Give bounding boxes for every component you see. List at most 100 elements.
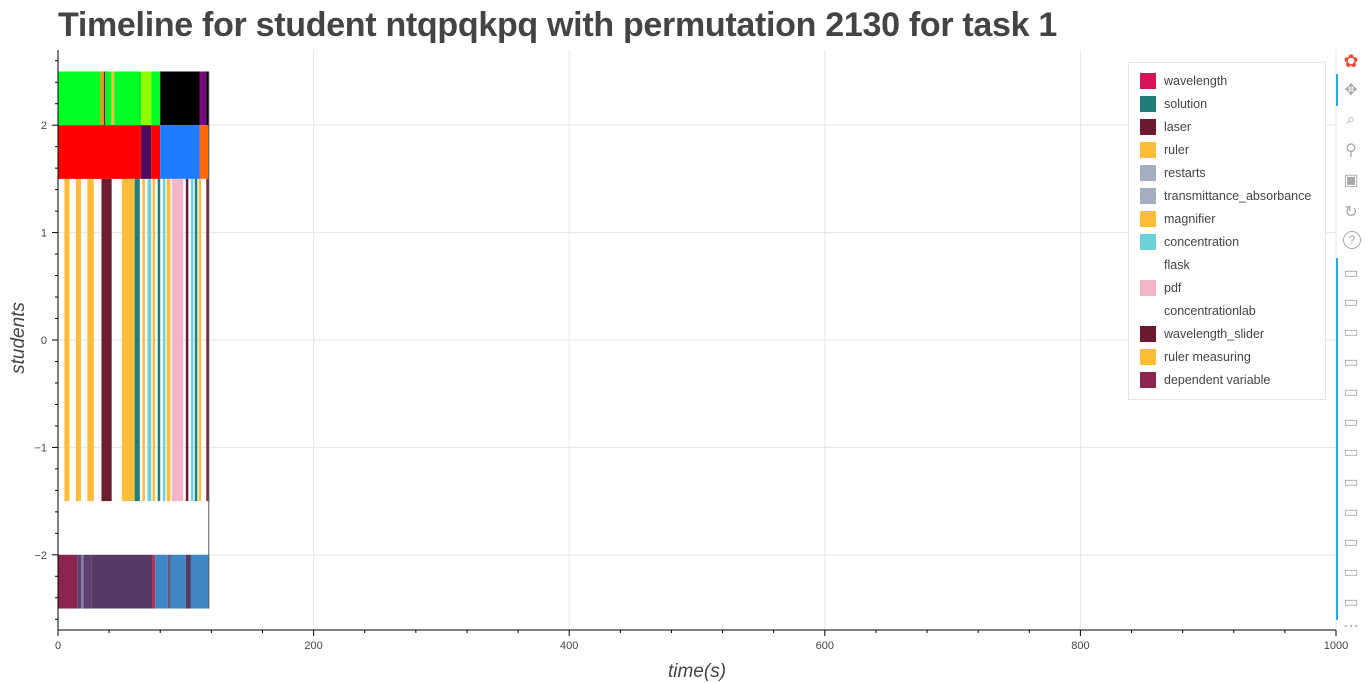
legend: wavelength solution laser ruler restarts tran… [1128,62,1326,400]
legend-label: concentration [1164,235,1240,249]
legend-item[interactable]: wavelength [1140,71,1227,91]
timeline-segment-r0-s5[interactable] [114,71,142,126]
timeline-segment-r2-s8[interactable] [152,178,156,502]
legend-item[interactable]: transmittance_absorbance [1140,186,1311,206]
hover-icon-4[interactable]: ▭ [1343,354,1359,371]
timeline-segment-r0-s0[interactable] [58,71,101,126]
timeline-segment-r2-s0[interactable] [64,178,70,502]
legend-label: laser [1164,120,1192,134]
hover-icon-2[interactable]: ▭ [1343,294,1359,311]
pan-icon[interactable]: ✥ [1344,82,1358,99]
legend-label: wavelength_slider [1164,327,1265,341]
y-tick-label-4: −2 [34,550,47,562]
help-icon[interactable]: ? [1343,231,1361,249]
hover-icon-10[interactable]: ▭ [1343,534,1359,551]
legend-swatch [1140,211,1156,227]
legend-item[interactable]: restarts [1140,163,1206,183]
timeline-segment-r2-s15[interactable] [194,178,198,502]
bokeh-logo-icon[interactable]: ✿ [1343,50,1359,71]
timeline-segment-r0-s10[interactable] [206,71,209,126]
legend-item[interactable]: dependent variable [1140,370,1270,390]
timeline-segment-r3-s8[interactable] [170,554,186,609]
timeline-segment-r2-s9[interactable] [157,178,161,502]
timeline-segment-r3-s4[interactable] [91,554,153,609]
timeline-segment-r3-s9[interactable] [185,554,191,609]
legend-label: solution [1164,97,1208,111]
timeline-segment-r2-s4[interactable] [121,178,135,502]
x-tick-label-1: 200 [304,640,322,652]
legend-item[interactable]: solution [1140,94,1207,114]
timeline-segment-r2-s17[interactable] [206,178,209,502]
timeline-segment-r3-s2[interactable] [81,554,84,609]
timeline-segment-r0-s2[interactable] [104,71,106,126]
y-tick-label-2: 0 [41,335,47,347]
hover-icon-9[interactable]: ▭ [1343,504,1359,521]
legend-swatch [1140,349,1156,365]
toolbar: ✿ ✥ ⌕ ⚲ ▣ ↻? ▭ ▭ ▭ ▭ ▭ ▭ ▭ ▭ ▭ ▭ ▭ ▭ ⋯ [1336,48,1366,638]
hover-icon-8[interactable]: ▭ [1343,474,1359,491]
timeline-segment-r1-s2[interactable] [151,125,161,179]
hover-icon-1[interactable]: ▭ [1343,265,1359,282]
legend-swatch [1140,280,1156,296]
legend-item[interactable]: pdf [1140,278,1181,298]
timeline-segment-r2-s3[interactable] [101,178,112,502]
timeline-segment-r2-s11[interactable] [166,178,171,502]
timeline-segment-r3-s6[interactable] [155,554,168,609]
legend-item[interactable]: magnifier [1140,209,1215,229]
timeline-segment-r2-s13[interactable] [185,178,189,502]
hover-icon-7[interactable]: ▭ [1343,444,1359,461]
timeline-segment-r0-s6[interactable] [141,71,152,126]
legend-item[interactable]: wavelength_slider [1140,324,1264,344]
legend-item[interactable]: flask [1140,255,1190,275]
timeline-segment-r3-s3[interactable] [83,554,92,609]
legend-label: restarts [1164,166,1206,180]
timeline-segment-r0-s7[interactable] [151,71,161,126]
legend-swatch [1140,303,1156,319]
timeline-segment-r2-s14[interactable] [190,178,194,502]
timeline-segment-r0-s4[interactable] [111,71,115,126]
legend-item[interactable]: concentration [1140,232,1239,252]
timeline-segment-r2-s16[interactable] [198,178,202,502]
legend-item[interactable]: ruler [1140,140,1189,160]
timeline-segment-r1-s0[interactable] [58,125,142,179]
legend-item[interactable]: concentrationlab [1140,301,1256,321]
timeline-segment-r0-s9[interactable] [199,71,207,126]
legend-label: transmittance_absorbance [1164,189,1312,203]
timeline-segment-r2-s7[interactable] [147,178,152,502]
timeline-segment-r0-s1[interactable] [100,71,105,126]
timeline-segment-r3-s5[interactable] [152,554,156,609]
timeline-segment-r2-s10[interactable] [162,178,166,502]
more-icon[interactable]: ⋯ [1343,618,1359,635]
hover-icon-5[interactable]: ▭ [1343,384,1359,401]
timeline-segment-r0-s8[interactable] [160,71,200,126]
timeline-segment-r3-s0[interactable] [58,554,78,609]
y-tick-label-1: 1 [41,228,47,240]
box-zoom-icon[interactable]: ⌕ [1346,111,1356,128]
legend-item[interactable]: laser [1140,117,1191,137]
save-icon[interactable]: ▣ [1343,172,1359,189]
timeline-segment-r2-s5[interactable] [134,178,140,502]
hover-icon-12[interactable]: ▭ [1343,594,1359,611]
timeline-segment-r3-s7[interactable] [167,554,171,609]
timeline-segment-r2-s2[interactable] [87,178,94,502]
timeline-segment-r3-s10[interactable] [190,554,209,609]
timeline-segment-r0-s3[interactable] [105,71,112,126]
legend-label: concentrationlab [1164,304,1256,318]
legend-label: ruler measuring [1164,350,1251,364]
timeline-segment-r1-s3[interactable] [160,125,200,179]
wheel-zoom-icon[interactable]: ⚲ [1345,142,1357,159]
timeline-segment-r3-s1[interactable] [77,554,82,609]
timeline-segment-r2-s6[interactable] [142,178,145,502]
timeline-segment-r2-s1[interactable] [75,178,82,502]
legend-swatch [1140,119,1156,135]
hover-icon-3[interactable]: ▭ [1343,324,1359,341]
timeline-segment-r1-s4[interactable] [199,125,209,179]
reset-icon[interactable]: ↻ [1344,204,1358,221]
legend-item[interactable]: ruler measuring [1140,347,1251,367]
timeline-segment-r2-s12[interactable] [171,178,184,502]
legend-swatch [1140,96,1156,112]
timeline-segment-r1-s1[interactable] [141,125,152,179]
hover-icon-6[interactable]: ▭ [1343,414,1359,431]
hover-icon-11[interactable]: ▭ [1343,564,1359,581]
